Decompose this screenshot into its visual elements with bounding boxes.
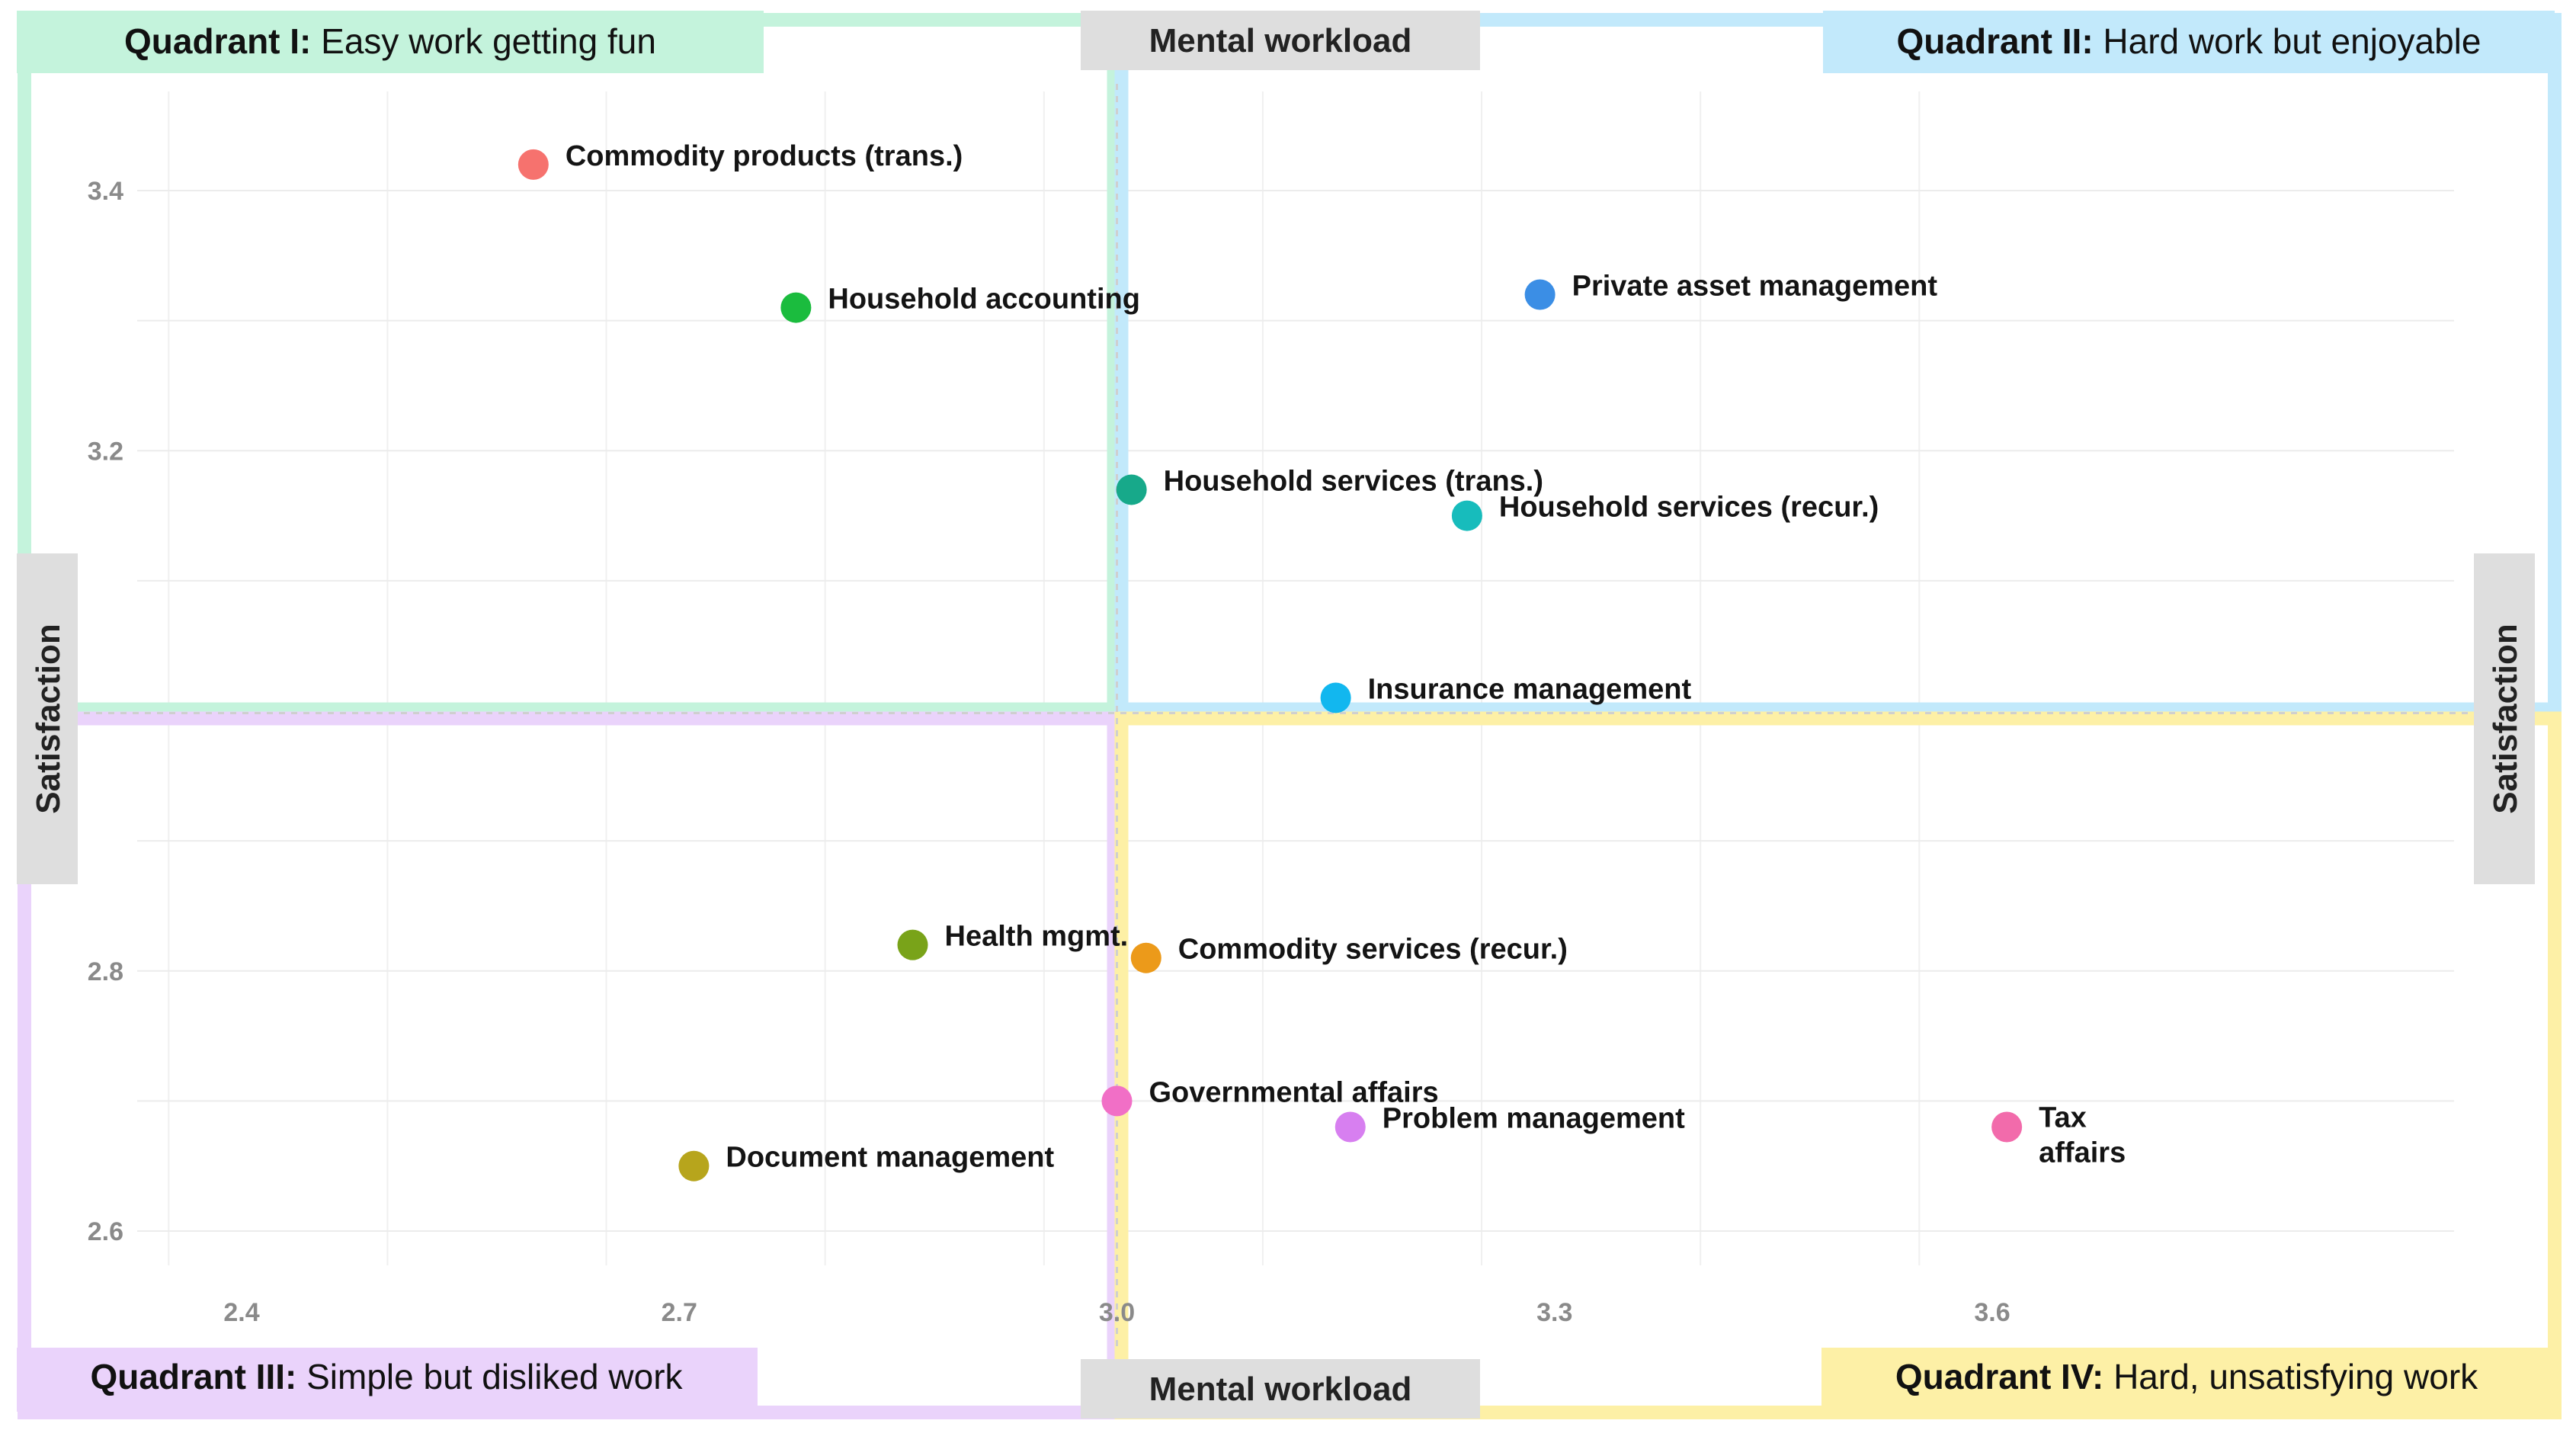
- quadrant-1-label-box: [17, 11, 764, 73]
- y-axis-title-box-right: [2474, 553, 2535, 884]
- quadrant-3-frame: [18, 711, 1121, 1419]
- x-axis-title-box-top: [1081, 11, 1480, 70]
- x-tick-label: 3.6: [1974, 1298, 2010, 1327]
- y-tick-label: 2.6: [88, 1217, 123, 1246]
- y-tick-label: 2.8: [88, 957, 123, 986]
- data-point: [517, 149, 549, 180]
- y-axis-title-left: Satisfaction: [30, 624, 67, 813]
- data-point: [897, 929, 928, 960]
- data-point-label: Tax: [2039, 1102, 2087, 1134]
- quadrant-2-frame: [1114, 13, 2562, 717]
- data-point-label: Commodity products (trans.): [566, 140, 963, 172]
- data-point-label: Household accounting: [828, 284, 1140, 316]
- data-point: [1991, 1111, 2023, 1143]
- data-point: [1524, 279, 1556, 310]
- quadrant-id: Quadrant III:: [90, 1357, 296, 1396]
- x-tick-label: 3.0: [1099, 1298, 1135, 1327]
- data-point-label: affairs: [2039, 1137, 2126, 1169]
- quadrant-id: Quadrant II:: [1897, 21, 2094, 61]
- quadrant-2-label-box: [1823, 11, 2555, 73]
- data-point-label: Household services (recur.): [1499, 492, 1879, 524]
- x-axis-title-bottom: Mental workload: [1149, 1371, 1412, 1408]
- y-tick-label: 3.2: [88, 437, 123, 466]
- data-point: [1334, 1111, 1366, 1143]
- data-point-label: Governmental affairs: [1149, 1076, 1439, 1108]
- x-tick-label: 3.3: [1536, 1298, 1572, 1327]
- ticks: 2.4 2.7 3.0 3.3 3.6 3.4 3.2 2.8 2.6: [88, 177, 2010, 1327]
- quadrant-labels: Quadrant I: Easy work getting fun Quadran…: [17, 11, 2555, 1412]
- quadrant-2-label: Quadrant II: Hard work but enjoyable: [1897, 21, 2481, 61]
- data-point-label: Insurance management: [1368, 673, 1692, 705]
- data-point: [1320, 682, 1351, 713]
- quadrant-4-frame: [1114, 711, 2562, 1419]
- x-tick-label: 2.4: [223, 1298, 259, 1327]
- data-point-label: Commodity services (recur.): [1178, 934, 1568, 966]
- y-tick-label: 3.4: [88, 177, 123, 206]
- quadrant-description: Hard, unsatisfying work: [2103, 1357, 2478, 1396]
- data-point: [780, 292, 812, 323]
- data-point: [1116, 474, 1147, 505]
- y-axis-title-right: Satisfaction: [2487, 624, 2524, 813]
- quadrant-description: Simple but disliked work: [296, 1357, 683, 1396]
- data-point: [678, 1150, 710, 1182]
- data-point-label: Household services (trans.): [1164, 465, 1543, 497]
- quadrant-1-frame: [18, 13, 1121, 717]
- quadrant-description: Easy work getting fun: [311, 21, 656, 61]
- quadrant-id: Quadrant I:: [124, 21, 311, 61]
- data-point-label: Private asset management: [1572, 271, 1938, 303]
- data-points: Commodity products (trans.) Household acc…: [517, 140, 2126, 1182]
- x-axis-title-top: Mental workload: [1149, 22, 1412, 59]
- x-tick-label: 2.7: [662, 1298, 697, 1327]
- quadrant-3-label-box: [17, 1348, 758, 1412]
- data-point: [1130, 942, 1161, 973]
- quadrant-frames: [18, 13, 2562, 1419]
- y-axis-title-box-left: [17, 553, 78, 884]
- data-point-label: Document management: [726, 1142, 1054, 1174]
- quadrant-1-label: Quadrant I: Easy work getting fun: [124, 21, 656, 61]
- data-point: [1451, 500, 1482, 531]
- quadrant-3-label: Quadrant III: Simple but disliked work: [90, 1357, 683, 1396]
- quadrant-4-label-box: [1821, 1348, 2555, 1412]
- x-axis-title-box-bottom: [1081, 1359, 1480, 1419]
- quadrant-description: Hard work but enjoyable: [2094, 21, 2481, 61]
- data-point-label: Health mgmt.: [945, 921, 1129, 953]
- data-point: [1101, 1085, 1133, 1117]
- quadrant-id: Quadrant IV:: [1895, 1357, 2103, 1396]
- data-point-label: Problem management: [1383, 1103, 1685, 1135]
- quadrant-4-label: Quadrant IV: Hard, unsatisfying work: [1895, 1357, 2478, 1396]
